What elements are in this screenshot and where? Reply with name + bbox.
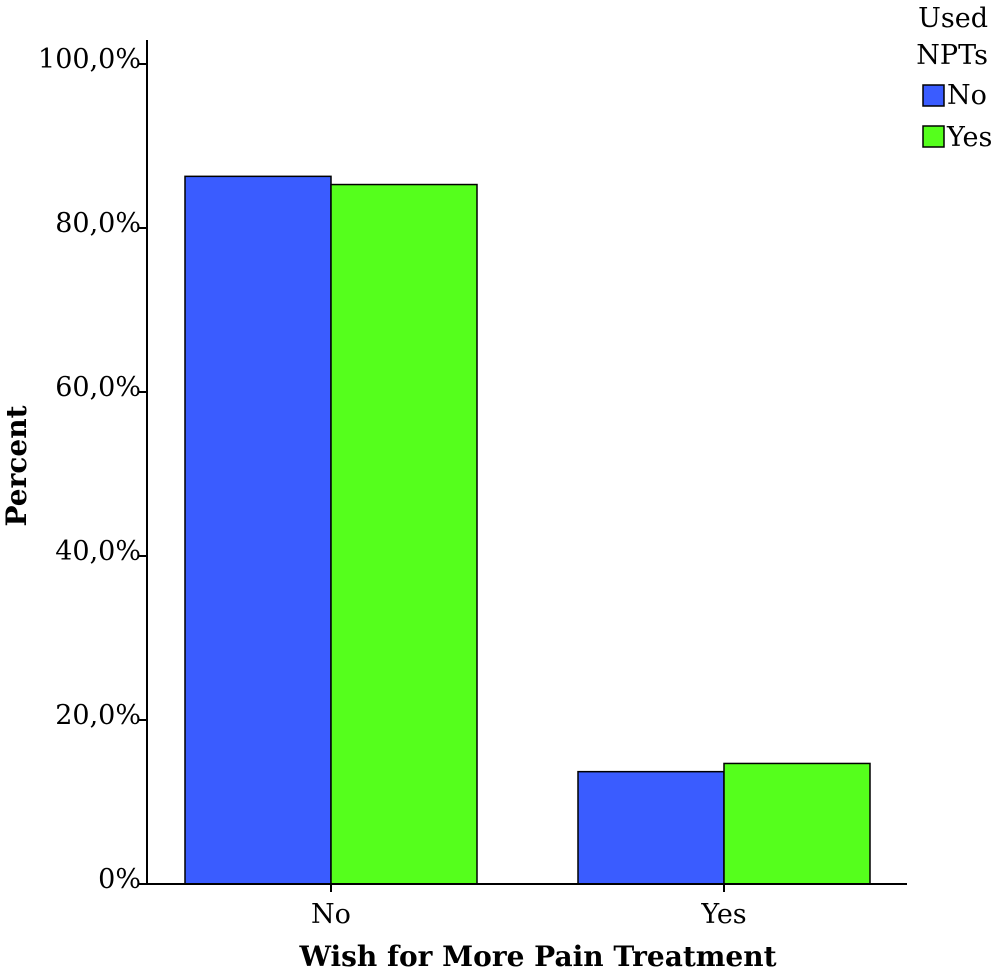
y-tick-label: 60,0% [55,372,141,403]
x-axis-title: Wish for More Pain Treatment [298,940,776,973]
legend-title-line-1: Used [918,3,988,34]
legend-swatch-yes [922,125,945,148]
bar-yes-series-yes [723,762,871,885]
axes-group [146,40,907,885]
y-tick-label: 100,0% [38,44,141,75]
y-tick-label: 20,0% [55,700,141,731]
bar-no-series-no [184,175,332,885]
y-tick-label: 0% [98,864,141,895]
x-tick-label-no: No [311,899,351,930]
legend-swatch-no [922,84,945,107]
legend-label-yes: Yes [946,122,992,153]
bar-yes-series-no [577,770,725,885]
y-tick-label: 80,0% [55,208,141,239]
legend: Used NPTs No Yes [916,3,992,153]
y-axis-title: Percent [0,405,33,526]
x-tick-label-yes: Yes [700,899,746,930]
y-ticks-group: 0% 20,0% 40,0% 60,0% 80,0% 100,0% [38,44,147,895]
x-ticks-group: No Yes [311,884,747,930]
bar-no-series-yes [330,183,478,885]
y-tick-label: 40,0% [55,536,141,567]
bars-group [184,175,871,885]
legend-title-line-2: NPTs [916,40,988,71]
legend-label-no: No [947,80,987,111]
